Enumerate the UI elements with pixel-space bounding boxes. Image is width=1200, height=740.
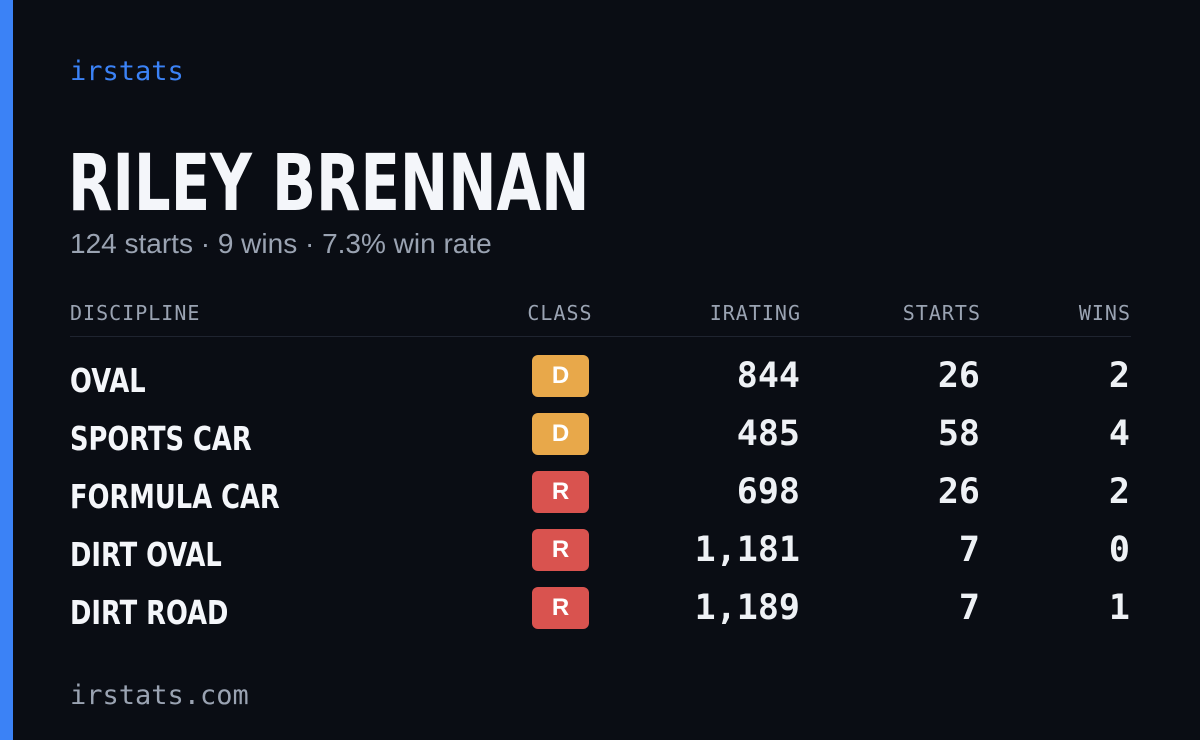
class-badge: R [532,529,589,571]
discipline-name: DIRT ROAD [70,593,229,632]
table-row: DIRT OVAL R 1,181 7 0 [70,527,1131,585]
header-class: CLASS [527,301,593,325]
table-body: OVAL D 844 26 2 SPORTS CAR D 485 58 4 FO… [70,337,1131,643]
wins-value: 2 [1108,356,1130,396]
table-row: DIRT ROAD R 1,189 7 1 [70,585,1131,643]
discipline-name: DIRT OVAL [70,535,222,574]
wins-value: 2 [1108,472,1130,512]
brand-logo: irstats [70,56,184,87]
irating-value: 844 [736,356,800,396]
class-badge: R [532,587,589,629]
table-row: FORMULA CAR R 698 26 2 [70,469,1131,527]
irating-value: 1,189 [694,588,800,628]
wins-value: 4 [1108,414,1130,454]
discipline-name: FORMULA CAR [70,477,280,516]
starts-value: 26 [937,472,980,512]
starts-value: 7 [958,588,980,628]
table-header: DISCIPLINE CLASS IRATING STARTS WINS [70,298,1131,337]
accent-bar [0,0,13,740]
starts-value: 26 [937,356,980,396]
footer-domain: irstats.com [70,680,249,711]
wins-value: 1 [1108,588,1130,628]
discipline-name: OVAL [70,361,146,400]
wins-value: 0 [1108,530,1130,570]
starts-value: 58 [937,414,980,454]
table-row: OVAL D 844 26 2 [70,353,1131,411]
header-discipline: DISCIPLINE [70,301,201,325]
header-starts: STARTS [902,301,981,325]
header-wins: WINS [1078,301,1131,325]
irating-value: 1,181 [694,530,800,570]
discipline-name: SPORTS CAR [70,419,252,458]
irating-value: 698 [736,472,800,512]
driver-summary: 124 starts · 9 wins · 7.3% win rate [70,228,492,259]
irating-value: 485 [736,414,800,454]
header-irating: IRATING [709,301,801,325]
table-row: SPORTS CAR D 485 58 4 [70,411,1131,469]
stats-table: DISCIPLINE CLASS IRATING STARTS WINS OVA… [70,298,1131,643]
driver-name: RILEY BRENNAN [68,139,590,229]
class-badge: D [532,355,589,397]
class-badge: D [532,413,589,455]
starts-value: 7 [958,530,980,570]
class-badge: R [532,471,589,513]
